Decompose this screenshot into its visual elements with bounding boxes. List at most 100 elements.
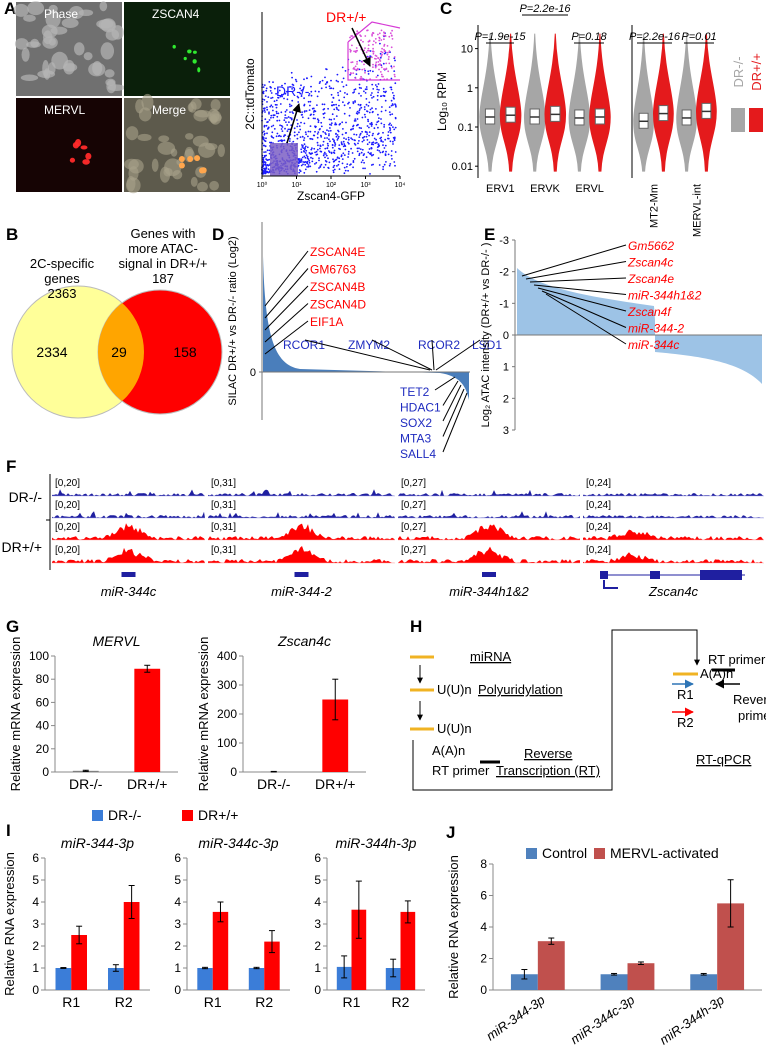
scatter-cloud: [263, 151, 265, 154]
scatter-cloud: [383, 90, 385, 93]
scatter-cloud: [377, 133, 379, 136]
y-tick-label: 6: [32, 851, 39, 865]
scatter-cloud: [378, 37, 381, 40]
scatter-cloud: [272, 109, 274, 112]
scatter-cloud: [329, 140, 331, 143]
leader-line: [442, 380, 459, 406]
scatter-cloud: [389, 131, 392, 134]
scatter-cloud: [301, 111, 303, 113]
scatter-cloud: [384, 138, 387, 141]
p-value: P=2.2e-16: [629, 31, 681, 43]
scatter-cloud: [372, 95, 375, 98]
scatter-cloud: [353, 67, 355, 69]
scatter-cloud: [368, 134, 370, 137]
scatter-cloud: [385, 68, 388, 70]
leader-line: [304, 339, 431, 371]
coverage-track: [398, 524, 580, 540]
scatter-cloud: [331, 113, 334, 116]
scatter-cloud: [318, 159, 320, 162]
scatter-cloud: [388, 35, 391, 38]
scatter-cloud: [346, 93, 349, 96]
scatter-cloud: [290, 117, 293, 120]
highlight-label: RCOR2: [418, 338, 460, 352]
scatter-cloud: [324, 132, 326, 134]
x-tick-label: ERVK: [530, 183, 560, 195]
legend-swatch: [731, 108, 745, 132]
track-range: [0,31]: [211, 500, 236, 511]
scatter-cloud: [391, 158, 393, 160]
scatter-cloud: [270, 135, 273, 138]
scatter-cloud: [350, 137, 352, 140]
scatter-cloud: [353, 120, 356, 122]
highlight-label: miR-344c: [628, 338, 679, 352]
violin-body: [523, 33, 546, 172]
scatter-cloud: [383, 48, 385, 51]
scatter-cloud: [316, 118, 319, 121]
leader-line: [431, 339, 435, 371]
y-tick-label: 3: [32, 917, 39, 931]
cell: [193, 50, 197, 54]
scatter-cloud: [323, 137, 326, 140]
scatter-cloud: [360, 161, 363, 164]
scatter-cloud: [392, 126, 394, 128]
scatter-cloud: [286, 98, 289, 101]
y-tick-label: 1: [503, 362, 509, 374]
scatter-cloud: [365, 51, 368, 54]
scatter-cloud: [377, 83, 380, 85]
scatter-cloud: [359, 134, 361, 136]
scatter-cloud: [356, 118, 359, 120]
scatter-cloud: [293, 127, 296, 130]
scatter-cloud: [380, 95, 383, 97]
scatter-cloud: [388, 126, 391, 129]
scatter-cloud: [316, 148, 319, 151]
scatter-cloud: [393, 94, 395, 97]
cell: [104, 69, 115, 78]
scatter-cloud: [344, 148, 347, 151]
scatter-cloud: [343, 143, 346, 145]
scatter-cloud: [350, 147, 352, 150]
highlight-label: ZSCAN4B: [310, 280, 365, 294]
scatter-cloud: [322, 140, 325, 143]
leader-line: [537, 287, 627, 312]
track-range: [0,27]: [401, 478, 426, 489]
bar: [212, 911, 229, 990]
cell-signal: [178, 162, 185, 169]
set-label: more ATAC-: [128, 241, 198, 256]
scatter-cloud: [333, 160, 336, 163]
scatter-cloud: [345, 132, 348, 134]
scatter-cloud: [311, 157, 314, 160]
y-tick-label: 60: [36, 695, 50, 709]
scatter-cloud: [390, 77, 393, 80]
scatter-cloud: [305, 110, 308, 112]
scatter-cloud: [380, 73, 383, 76]
scatter-cloud: [363, 113, 366, 116]
scatter-cloud: [367, 73, 370, 75]
scatter-cloud: [381, 53, 383, 56]
scatter-cloud: [308, 152, 311, 154]
y-tick-label: 4: [32, 895, 39, 909]
scatter-cloud: [384, 35, 387, 37]
scatter-cloud: [281, 84, 283, 87]
scatter-cloud: [350, 61, 353, 64]
coverage-track: [208, 512, 395, 518]
scatter-cloud: [307, 117, 310, 120]
scatter-cloud: [383, 123, 386, 126]
scatter-cloud: [348, 142, 350, 145]
panel-letter: C: [440, 0, 452, 18]
bar: [55, 968, 72, 990]
scatter-cloud: [343, 112, 346, 115]
image-label: MERVL: [44, 103, 85, 117]
scatter-cloud: [267, 168, 270, 171]
y-tick-label: 200: [217, 707, 237, 721]
x-tick-label: MERVL-int: [692, 184, 704, 237]
cell: [83, 52, 93, 61]
scatter-cloud: [325, 154, 328, 157]
scatter-cloud: [323, 108, 326, 110]
scatter-cloud: [303, 143, 306, 146]
scatter-cloud: [388, 123, 390, 126]
micrograph: [124, 2, 230, 96]
scatter-cloud: [375, 123, 378, 126]
scatter-cloud: [310, 153, 312, 155]
coverage-track: [208, 546, 395, 563]
annotation: DR-/-: [276, 83, 310, 99]
